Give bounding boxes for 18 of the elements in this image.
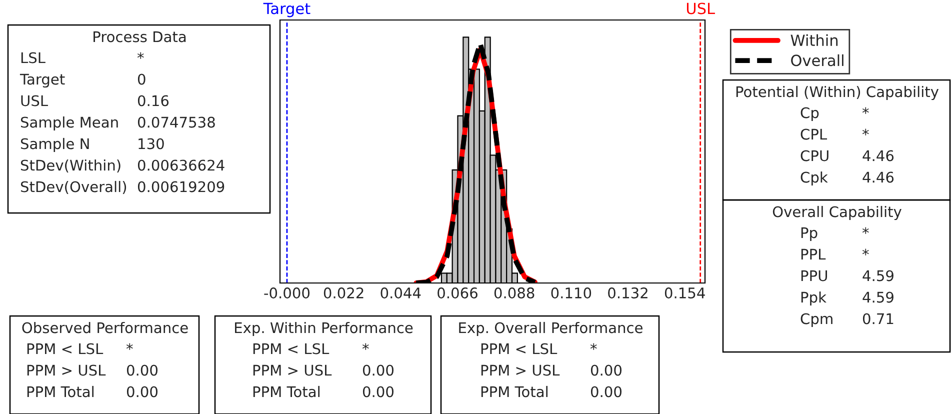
text: Exp. Within Performance PPM < LSL * PPM > USL 0.00 PPM Total 0.00 <box>235 322 413 398</box>
text: Observed Performance PPM < LSL * PPM > USL 0.00 PPM Total 0.00 <box>22 322 188 398</box>
x-tick-label: -0.000 <box>264 287 310 298</box>
x-tick-label: 0.044 <box>380 287 421 298</box>
text: Process Data LSL * Target 0 USL 0.16 Sample Mean 0.0747538 Sample N 130 StDev(Within) 0.00636624 StDev(Overall) 0.00619209 <box>20 31 224 194</box>
text: Exp. Overall Performance PPM < LSL * PPM > USL 0.00 PPM Total 0.00 <box>459 322 642 398</box>
ref-line-label: Target <box>263 2 310 18</box>
x-tick-label: 0.022 <box>324 287 364 298</box>
x-tick-label: 0.088 <box>494 287 534 298</box>
legend-label: Overall <box>791 54 844 66</box>
x-tick-label: 0.066 <box>438 287 478 298</box>
ref-line-label: USL <box>686 2 715 14</box>
text: Potential (Within) Capability Cp * CPL * CPU 4.46 Cpk 4.46 <box>736 86 939 186</box>
text: Overall Capability Pp * PPL * PPU 4.59 Ppk 4.59 Cpm 0.71 <box>772 206 902 328</box>
legend-label: Within <box>790 34 838 46</box>
x-tick-label: 0.132 <box>608 287 648 298</box>
x-tick-label: 0.110 <box>551 287 592 298</box>
x-tick-label: 0.154 <box>664 287 705 298</box>
